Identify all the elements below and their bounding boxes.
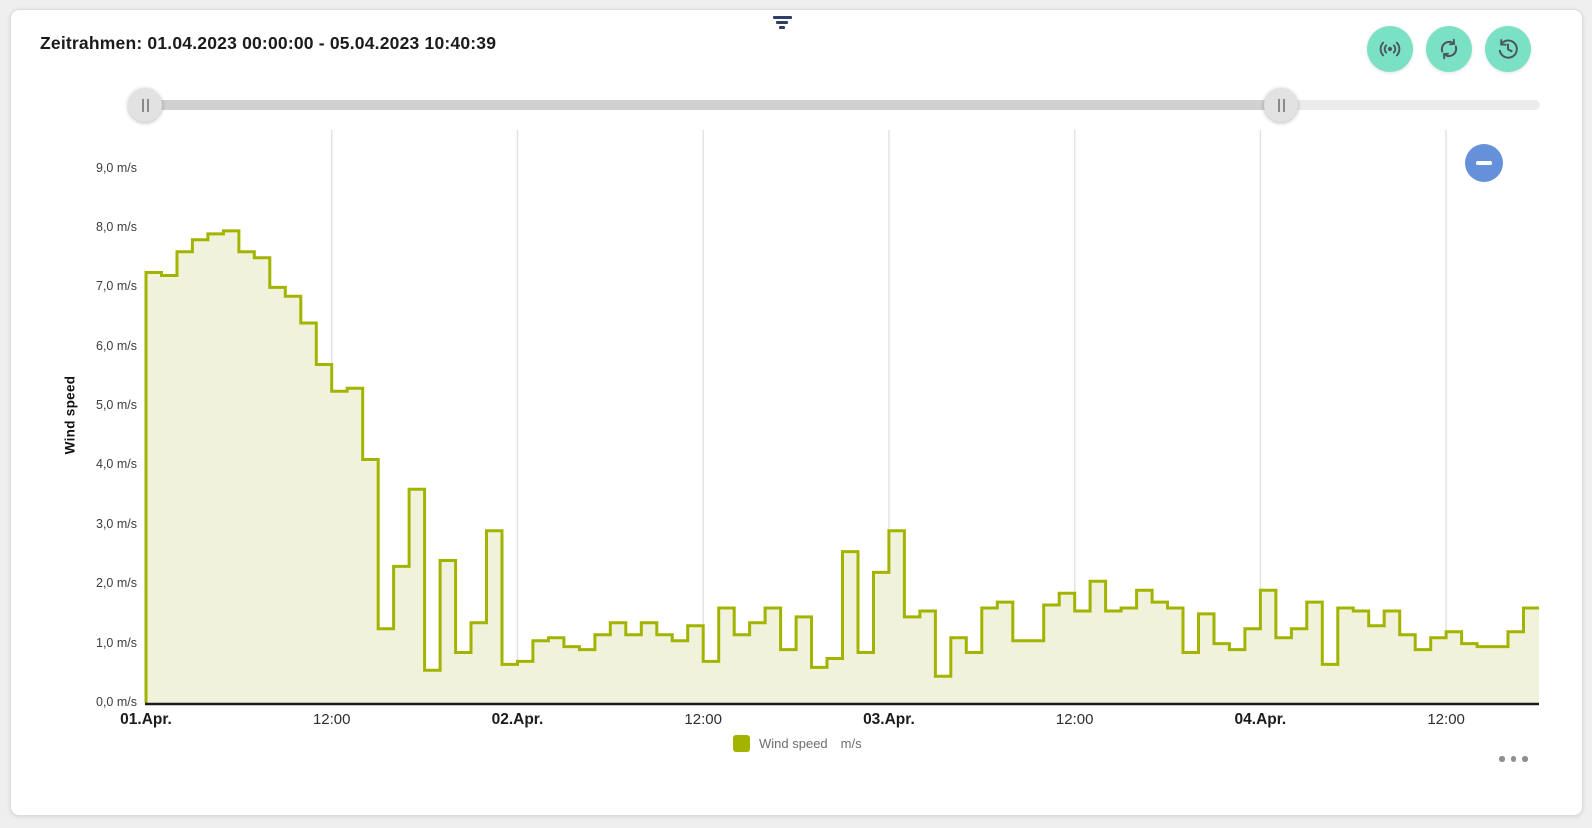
history-button[interactable] [1485, 26, 1531, 72]
filter-icon[interactable] [771, 16, 793, 32]
chart-legend[interactable]: Wind speed m/s [733, 735, 862, 752]
time-range-selected [145, 100, 1281, 110]
history-icon [1494, 35, 1522, 63]
dashboard-card [10, 9, 1583, 816]
toolbar [1367, 26, 1531, 72]
more-options-icon[interactable] [1499, 756, 1528, 762]
refresh-icon [1435, 35, 1463, 63]
minus-icon [1476, 161, 1492, 165]
live-button[interactable] [1367, 26, 1413, 72]
slider-handle-left[interactable] [128, 88, 162, 122]
live-icon [1376, 35, 1404, 63]
legend-swatch [733, 735, 750, 752]
legend-series-unit: m/s [840, 736, 862, 751]
zoom-out-button[interactable] [1465, 144, 1503, 182]
y-axis-title: Wind speed [62, 375, 78, 455]
legend-series-name: Wind speed [759, 736, 828, 751]
time-range-slider-track[interactable] [145, 100, 1540, 110]
timeframe-title: Zeitrahmen: 01.04.2023 00:00:00 - 05.04.… [40, 33, 497, 53]
slider-handle-right[interactable] [1264, 88, 1298, 122]
refresh-button[interactable] [1426, 26, 1472, 72]
